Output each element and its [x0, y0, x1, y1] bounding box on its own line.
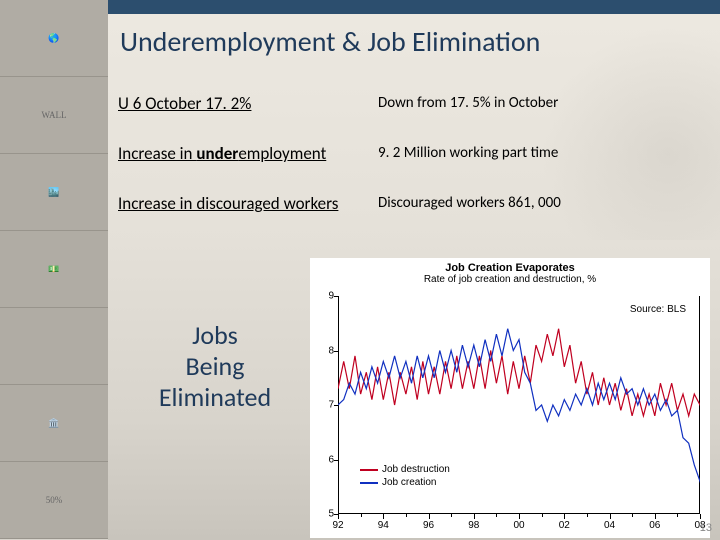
- page-number: 13: [700, 522, 712, 534]
- stat-label: U 6 October 17. 2%: [118, 93, 378, 114]
- stat-value: Down from 17. 5% in October: [378, 94, 708, 112]
- sidebar-tile: WALL: [0, 77, 108, 154]
- table-row: U 6 October 17. 2% Down from 17. 5% in O…: [118, 78, 708, 128]
- job-creation-chart: Job Creation Evaporates Rate of job crea…: [310, 258, 710, 538]
- stat-label: Increase in underemployment: [118, 143, 378, 164]
- table-row: Increase in discouraged workers Discoura…: [118, 178, 708, 228]
- table-row: Increase in underemployment 9. 2 Million…: [118, 128, 708, 178]
- stat-label: Increase in discouraged workers: [118, 193, 378, 214]
- chart-title: Job Creation Evaporates Rate of job crea…: [310, 262, 710, 285]
- sidebar-tile: 50%: [0, 462, 108, 539]
- legend-item: Job creation: [360, 477, 450, 488]
- slide-title: Underemployment & Job Elimination: [120, 24, 540, 59]
- stat-value: 9. 2 Million working part time: [378, 144, 708, 162]
- sidebar-image-strip: 🌎 WALL 🏙️ 💵 🏛️ 50%: [0, 0, 108, 540]
- jobs-eliminated-label: Jobs Being Eliminated: [130, 320, 300, 414]
- sidebar-tile: 🏙️: [0, 154, 108, 231]
- sidebar-tile: [0, 308, 108, 385]
- sidebar-tile: 💵: [0, 231, 108, 308]
- chart-legend: Job destruction Job creation: [360, 464, 450, 490]
- stat-value: Discouraged workers 861, 000: [378, 194, 708, 212]
- chart-x-axis: 929496980002040608: [338, 514, 700, 534]
- chart-y-axis: 56789: [310, 296, 338, 514]
- sidebar-tile: 🌎: [0, 0, 108, 77]
- top-accent-bar: [0, 0, 720, 14]
- stats-table: U 6 October 17. 2% Down from 17. 5% in O…: [118, 78, 708, 228]
- sidebar-tile: 🏛️: [0, 385, 108, 462]
- legend-item: Job destruction: [360, 464, 450, 475]
